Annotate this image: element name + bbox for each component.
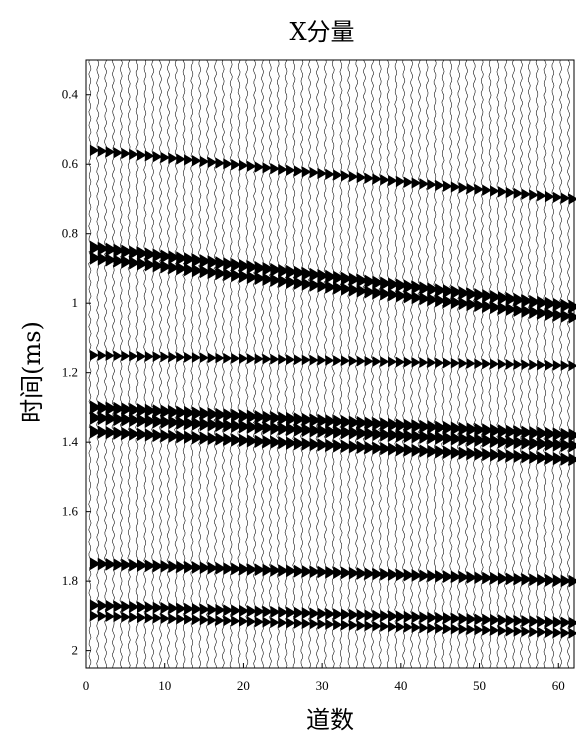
trace-wiggle — [198, 60, 206, 668]
event-lobe — [121, 351, 130, 362]
y-tick-label: 2 — [72, 643, 79, 658]
trace-wiggle — [269, 60, 277, 668]
y-axis: 0.4 0.6 0.8 1 1.2 1.4 1.6 1.8 2 — [62, 87, 91, 658]
x-tick-label: 30 — [316, 678, 329, 693]
event-lobe — [98, 350, 107, 361]
trace-wiggle — [245, 60, 252, 668]
event-lobe — [129, 351, 138, 362]
event-lobe — [545, 360, 554, 371]
trace-wiggle — [159, 60, 167, 668]
chart-title: X分量 — [289, 18, 354, 46]
event-lobe — [192, 352, 201, 363]
y-tick-label: 0.8 — [62, 226, 78, 241]
y-tick-label: 1.6 — [62, 504, 79, 519]
event-lobe — [341, 355, 350, 366]
trace-wiggle — [214, 60, 222, 668]
plot-area — [89, 60, 576, 668]
trace-wiggle — [293, 60, 301, 668]
x-tick-label: 40 — [394, 678, 407, 693]
trace-wiggle — [277, 60, 285, 668]
event-lobe — [184, 352, 193, 363]
trace-wiggle — [261, 60, 268, 668]
trace-wiggle — [183, 60, 190, 668]
event-lobe — [270, 354, 279, 365]
event-lobe — [380, 356, 389, 367]
event-lobe — [443, 358, 452, 369]
event-lobe — [278, 354, 287, 365]
x-axis-label: 道数 — [306, 706, 354, 734]
y-tick-label: 1 — [72, 295, 79, 310]
x-tick-label: 10 — [158, 678, 171, 693]
event-lobe — [569, 310, 576, 323]
y-tick-label: 1.4 — [62, 434, 79, 449]
event-lobe — [514, 359, 523, 370]
event-lobe — [569, 628, 576, 639]
event-lobe — [208, 353, 217, 364]
trace-wiggle — [285, 60, 292, 668]
event-lobe — [529, 360, 538, 371]
y-tick-label: 1.8 — [62, 573, 78, 588]
event-lobe — [569, 360, 576, 371]
event-lobe — [569, 575, 576, 588]
event-lobe — [365, 356, 374, 367]
trace-wiggle — [253, 60, 260, 668]
trace-wiggle — [167, 60, 174, 668]
event-lobe — [200, 352, 209, 363]
trace-wiggle — [206, 60, 212, 668]
event-lobe — [569, 453, 576, 466]
event-lobe — [569, 617, 576, 629]
event-lobe — [553, 360, 562, 371]
x-tick-label: 50 — [473, 678, 486, 693]
y-tick-label: 0.6 — [62, 156, 79, 171]
trace-wiggle — [143, 60, 150, 668]
x-tick-label: 60 — [552, 678, 565, 693]
trace-wiggle — [238, 60, 246, 668]
event-lobe — [294, 354, 303, 365]
x-tick-label: 20 — [237, 678, 250, 693]
trace-wiggle — [230, 60, 237, 668]
event-lobe — [451, 358, 460, 369]
trace-wiggle — [300, 60, 307, 668]
event-lobe — [569, 193, 576, 204]
x-tick-label: 0 — [83, 678, 90, 693]
y-axis-label: 时间(ms) — [18, 321, 46, 423]
trace-wiggle — [175, 60, 183, 668]
event-lobe — [427, 357, 436, 368]
event-lobe — [357, 356, 366, 367]
event-lobe — [569, 439, 576, 453]
trace-wiggle — [191, 60, 198, 668]
trace-wiggle — [151, 60, 158, 668]
y-tick-label: 0.4 — [62, 87, 79, 102]
y-tick-label: 1.2 — [62, 365, 78, 380]
event-lobe — [537, 360, 546, 371]
event-lobe — [467, 358, 476, 369]
trace-wiggle — [222, 60, 229, 668]
